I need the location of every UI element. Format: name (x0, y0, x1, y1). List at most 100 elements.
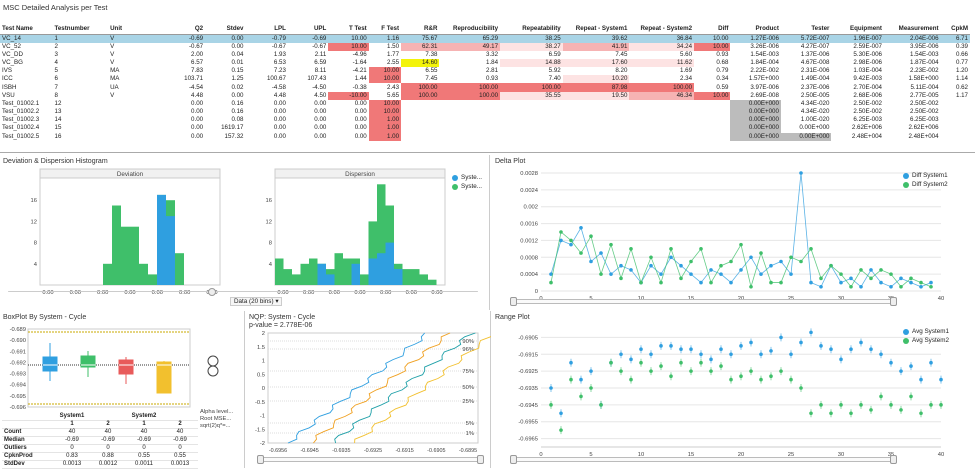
col-header-upl[interactable]: UPL (287, 25, 329, 35)
diff-system1-point (719, 272, 723, 276)
table-row[interactable]: VC_14 1 V -0.69 0.00 -0.79 -0.69 10.00 1.16 75.67… (0, 34, 970, 43)
col-header-t-test[interactable]: T Test (328, 25, 369, 35)
table-row[interactable]: ICC 6 MA 103.71 1.25 100.67 107.43 1.44 10.00 7.4… (0, 75, 970, 84)
table-row[interactable]: ISBH 7 UA -4.54 0.02 -4.58 -4.50 -0.38 2.43 100.0… (0, 83, 970, 92)
table-cell: V (110, 91, 115, 99)
col-header-equipment[interactable]: Equipment (831, 25, 884, 35)
stats-cell: 0.0012 (90, 460, 126, 469)
table-row[interactable]: VC_52 2 V -0.67 0.00 -0.67 -0.67 10.00 1.50 62.31… (0, 42, 970, 51)
bins-dropdown[interactable]: Data (20 bins) ▾ (230, 297, 283, 306)
histogram-bar-system2 (292, 274, 301, 285)
table-row[interactable]: VC_DD 3 V 2.00 0.04 1.93 2.11 -4.96 1.77 7.38 3.32… (0, 51, 970, 59)
table-row[interactable]: VC_BG 4 V 6.57 0.01 6.53 6.59 -1.64 2.55 14.60 1.8… (0, 58, 970, 68)
table-cell: 62.31 (401, 42, 440, 51)
delta-scrollbar[interactable] (510, 297, 897, 306)
col-header-test-name[interactable]: Test Name (0, 25, 53, 35)
y-tick-label: -0.6915 (518, 352, 538, 358)
diff-system1-point (789, 272, 793, 276)
table-cell (439, 116, 500, 124)
table-cell: 2.31E-006 (800, 67, 830, 75)
avg-system1-point (759, 352, 763, 357)
nqp-scrollbar[interactable] (257, 455, 484, 464)
col-header-stdev[interactable]: Stdev (205, 25, 246, 35)
avg-system1-point (709, 357, 713, 362)
table-cell: 14 (54, 116, 62, 124)
delta-scroll-right[interactable] (890, 297, 897, 306)
histogram-slider-handle[interactable] (208, 288, 216, 296)
range-scrollbar[interactable] (510, 455, 897, 464)
table-cell: V (108, 34, 167, 43)
boxplot-frame (27, 328, 191, 408)
col-header-repeat-system2[interactable]: Repeat - System2 (629, 25, 695, 35)
histogram-chart: Deviation 16 12 8 4 0.00 0.00 0.00 0.00 0.00 0.00 0… (31, 168, 446, 296)
histogram-bar-system1 (377, 253, 386, 285)
col-header-lpl[interactable]: LPL (245, 25, 288, 35)
histogram-bar-system1 (385, 242, 394, 285)
table-cell: 34.24 (629, 42, 695, 51)
col-header-q2[interactable]: Q2 (166, 25, 206, 35)
table-cell: -0.69 (287, 34, 329, 43)
stats-cell: 40 (90, 428, 126, 438)
table-cell: Test_01002.5 (2, 132, 40, 140)
table-cell: -10.00 (328, 91, 369, 100)
table-row[interactable]: Test_01002.2 13 0.00 0.16 0.00 0.00 0.00 10.00 0… (0, 108, 970, 117)
table-row[interactable]: VSU 8 V 4.48 0.00 4.48 4.50 -10.00 5.65 100.00 100… (0, 91, 970, 100)
table-row[interactable]: Test_01002.5 16 0.00 157.32 0.00 0.00 0.00 1.00… (0, 132, 970, 141)
avg-system1-point (819, 344, 823, 348)
col-header-cpkm[interactable]: CpkM (940, 25, 970, 35)
col-header-f-test[interactable]: F Test (368, 25, 402, 35)
table-cell (563, 100, 630, 108)
nqp-scroll-right[interactable] (477, 455, 484, 464)
col-header-reproducibility[interactable]: Reproducibility (439, 25, 501, 35)
range-scroll-right[interactable] (890, 455, 897, 464)
col-header-repeatability[interactable]: Repeatability (500, 25, 563, 35)
col-header-product[interactable]: Product (730, 25, 781, 35)
table-cell: 11.62 (629, 58, 695, 68)
table-cell (941, 108, 970, 116)
avg-system2-point (579, 394, 583, 399)
table-cell: 6 (54, 75, 58, 83)
histogram-slider[interactable] (8, 288, 478, 296)
nqp-scroll-left[interactable] (257, 455, 264, 464)
avg-system2-point (859, 403, 863, 407)
col-header-testnumber[interactable]: Testnumber (52, 25, 109, 35)
y-tick-label: -0.689 (10, 327, 26, 333)
table-cell: -4.50 (312, 83, 327, 91)
col-header-diff[interactable]: Diff (694, 25, 731, 35)
histogram-bar-system2 (275, 258, 284, 285)
col-header-measurement[interactable]: Measurement (883, 25, 941, 35)
table-cell: 8.20 (615, 67, 628, 75)
table-row[interactable]: Test_01002.3 14 0.00 0.08 0.00 0.00 0.00 1.00 0.… (0, 116, 970, 125)
diff-system2-point (759, 251, 763, 255)
y-tick-label: 0.0012 (520, 238, 538, 244)
test-table[interactable]: Test Name Testnumber Unit Q2 Stdev LPL UPL T Te… (0, 25, 975, 153)
histogram-bar-system2 (309, 258, 318, 285)
range-scroll-left[interactable] (510, 455, 517, 464)
table-cell: 6.53 (273, 58, 286, 66)
diff-system1-point (579, 225, 583, 230)
table-cell (694, 124, 730, 132)
table-cell: 1.37E-006 (800, 50, 830, 58)
histogram-bar-system2 (334, 253, 343, 285)
legend-diff-system2: Diff System2 (912, 181, 948, 188)
table-cell: 10.20 (562, 75, 630, 84)
comparison-circle (207, 355, 219, 367)
col-header-repeat-system1[interactable]: Repeat - System1 (562, 25, 630, 35)
col-header-r-r[interactable]: R&R (401, 25, 440, 35)
avg-system1-point (939, 377, 943, 382)
table-row[interactable]: IVS 5 MA 7.83 0.15 7.23 8.11 -4.21 10.00 6.55 2.81… (0, 67, 970, 76)
table-cell: 38.27 (500, 42, 563, 51)
y-tick-label: 16 (266, 198, 272, 204)
diff-system1-point (619, 263, 623, 268)
col-header-tester[interactable]: Tester (780, 25, 832, 35)
x-tick-label: 0.00 (152, 290, 163, 296)
delta-scroll-left[interactable] (510, 297, 517, 306)
diff-system1-point (889, 284, 893, 289)
table-row[interactable]: Test_01002.1 12 0.00 0.16 0.00 0.00 0.00 10.00 0… (0, 99, 970, 108)
x-tick-label: 5 (589, 452, 592, 458)
table-cell: 0.01 (231, 58, 244, 66)
diff-system1-point (769, 263, 773, 268)
table-row[interactable]: Test_01002.4 15 0.00 1619.17 0.00 0.00 0.00 1.0… (0, 124, 970, 133)
table-cell: VSU (2, 91, 15, 99)
col-header-unit[interactable]: Unit (108, 25, 167, 35)
